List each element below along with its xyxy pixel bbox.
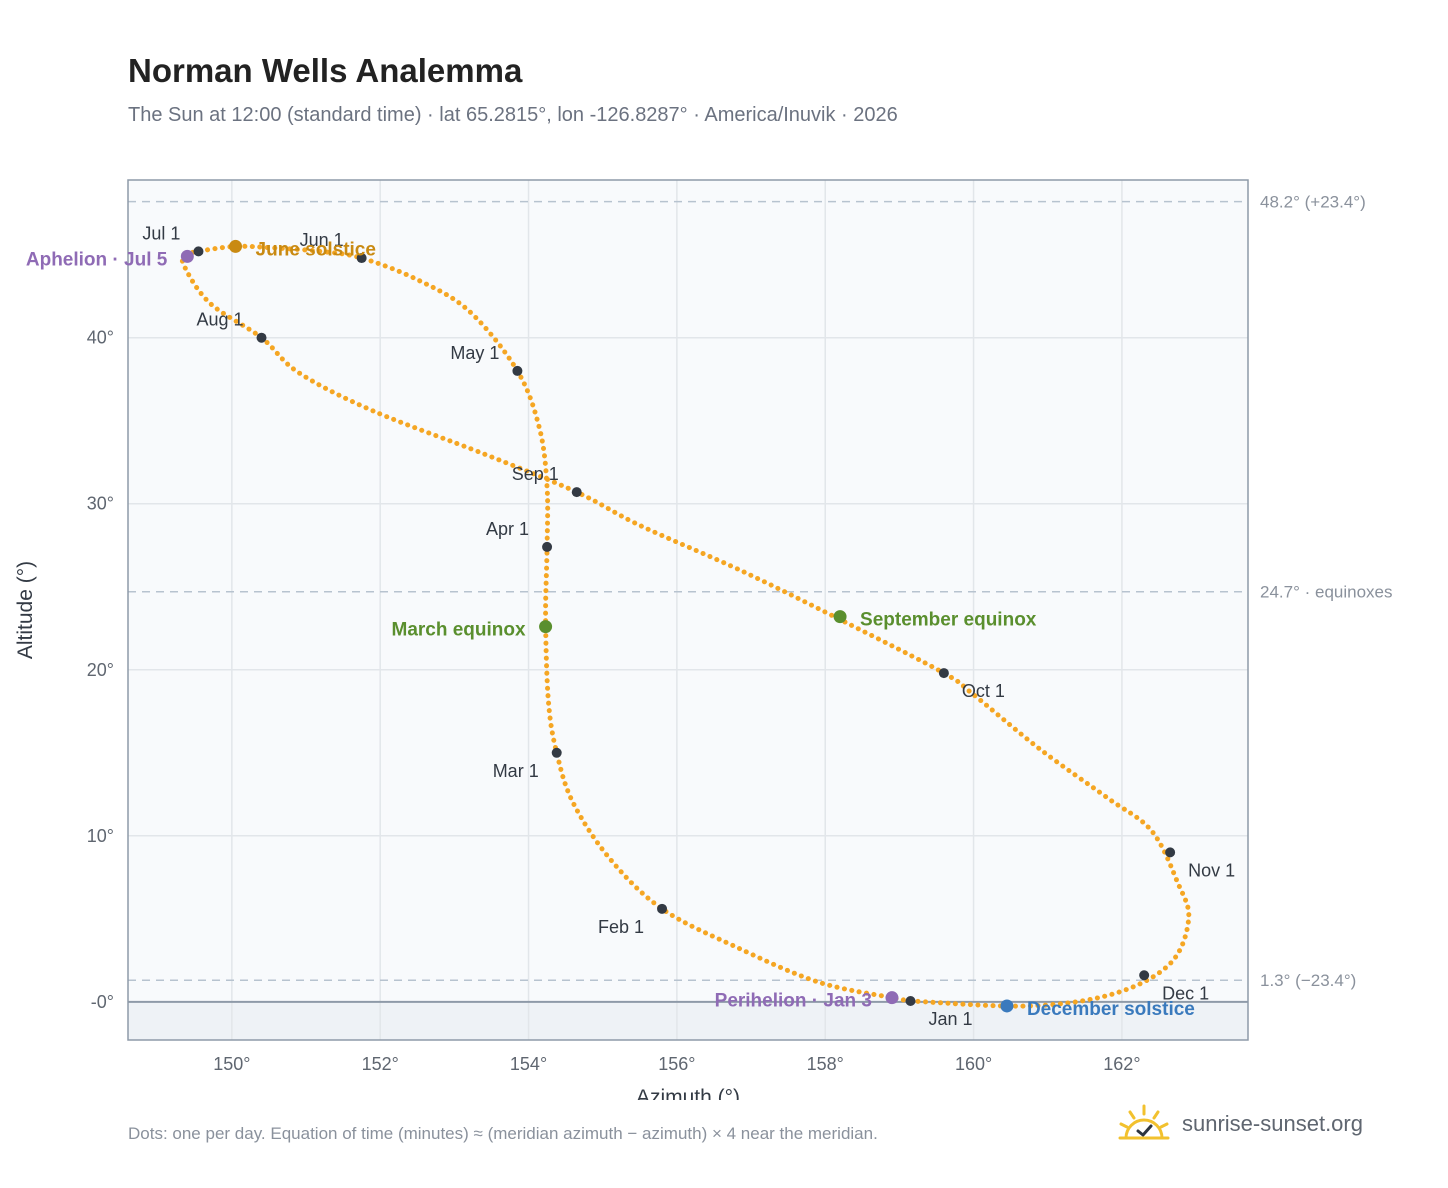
- y-tick-label: 40°: [87, 328, 114, 348]
- x-tick-label: 154°: [510, 1054, 547, 1074]
- month-marker: [657, 903, 668, 914]
- month-label: Aug 1: [196, 310, 243, 330]
- month-label: Apr 1: [486, 519, 529, 539]
- month-label: Dec 1: [1162, 983, 1209, 1003]
- month-marker: [1165, 847, 1176, 858]
- plot-frame: [127, 179, 1249, 1041]
- y-axis-label: Altitude (°): [14, 561, 37, 659]
- month-marker: [356, 253, 367, 264]
- analemma-chart: 48.2° (+23.4°) 24.7° · equinoxes 1.3° (−23…: [14, 179, 1393, 1100]
- month-marker: [1139, 970, 1150, 981]
- event-marker: [885, 991, 899, 1005]
- y-tick-label: 30°: [87, 494, 114, 514]
- x-tick-label: 156°: [658, 1054, 695, 1074]
- reference-line-label: 24.7° · equinoxes: [1260, 583, 1393, 602]
- event-marker: [180, 249, 194, 263]
- month-label: Feb 1: [598, 917, 644, 937]
- event-label: Aphelion · Jul 5: [26, 249, 168, 270]
- reference-line-label: 48.2° (+23.4°): [1260, 193, 1366, 212]
- reference-lines: 48.2° (+23.4°) 24.7° · equinoxes 1.3° (−23…: [128, 193, 1393, 990]
- month-label: Jul 1: [142, 223, 180, 243]
- event-marker: [833, 610, 847, 624]
- brand[interactable]: sunrise-sunset.org: [1118, 1100, 1363, 1148]
- below-horizon-band: [128, 1001, 1248, 1040]
- x-tick-label: 160°: [955, 1054, 992, 1074]
- y-tick-label: -0°: [91, 992, 114, 1012]
- month-marker: [938, 668, 949, 679]
- event-markers: June solstice December solstice March equi…: [26, 239, 1195, 1020]
- y-tick-label: 20°: [87, 660, 114, 680]
- month-marker: [551, 747, 562, 758]
- reference-line-label: 1.3° (−23.4°): [1260, 971, 1356, 990]
- footnote: Dots: one per day. Equation of time (min…: [128, 1124, 878, 1143]
- axis-ticks: 150° 152° 154° 156° 158° 160° 162° -0° 10° 20° 30°…: [87, 328, 1141, 1074]
- y-tick-label: 10°: [87, 826, 114, 846]
- event-marker: [539, 620, 553, 634]
- month-label: Sep 1: [512, 464, 559, 484]
- event-marker: [229, 239, 243, 253]
- x-tick-label: 162°: [1103, 1054, 1140, 1074]
- x-tick-label: 150°: [213, 1054, 250, 1074]
- event-label: March equinox: [392, 620, 527, 641]
- month-label: May 1: [450, 343, 499, 363]
- month-markers: Jan 1 Feb 1 Mar 1 Apr 1 May 1 Jun 1 Jul 1 Aug 1…: [142, 223, 1235, 1029]
- month-marker: [256, 332, 267, 343]
- event-label: December solstice: [1027, 999, 1195, 1020]
- event-label: Perihelion · Jan 3: [715, 991, 872, 1012]
- sunrise-logo-icon: [1118, 1104, 1170, 1140]
- month-label: Oct 1: [962, 681, 1005, 701]
- plot-background: [128, 180, 1248, 1040]
- brand-name: sunrise-sunset.org: [1182, 1111, 1363, 1136]
- chart-title: Norman Wells Analemma: [128, 52, 523, 89]
- x-axis-label: Azimuth (°): [636, 1086, 740, 1100]
- month-marker: [193, 246, 204, 257]
- month-label: Mar 1: [493, 761, 539, 781]
- event-label: September equinox: [860, 610, 1037, 631]
- event-label: June solstice: [256, 239, 376, 260]
- x-tick-label: 152°: [362, 1054, 399, 1074]
- event-marker: [1000, 999, 1014, 1013]
- chart-subtitle: The Sun at 12:00 (standard time) · lat 6…: [128, 104, 898, 126]
- month-label: Nov 1: [1188, 860, 1235, 880]
- x-tick-label: 158°: [807, 1054, 844, 1074]
- month-marker: [542, 541, 553, 552]
- month-label: Jan 1: [929, 1009, 973, 1029]
- month-label: Jun 1: [300, 230, 344, 250]
- month-marker: [512, 365, 523, 376]
- month-marker: [905, 995, 916, 1006]
- grid-lines: [128, 180, 1248, 1040]
- month-marker: [571, 487, 582, 498]
